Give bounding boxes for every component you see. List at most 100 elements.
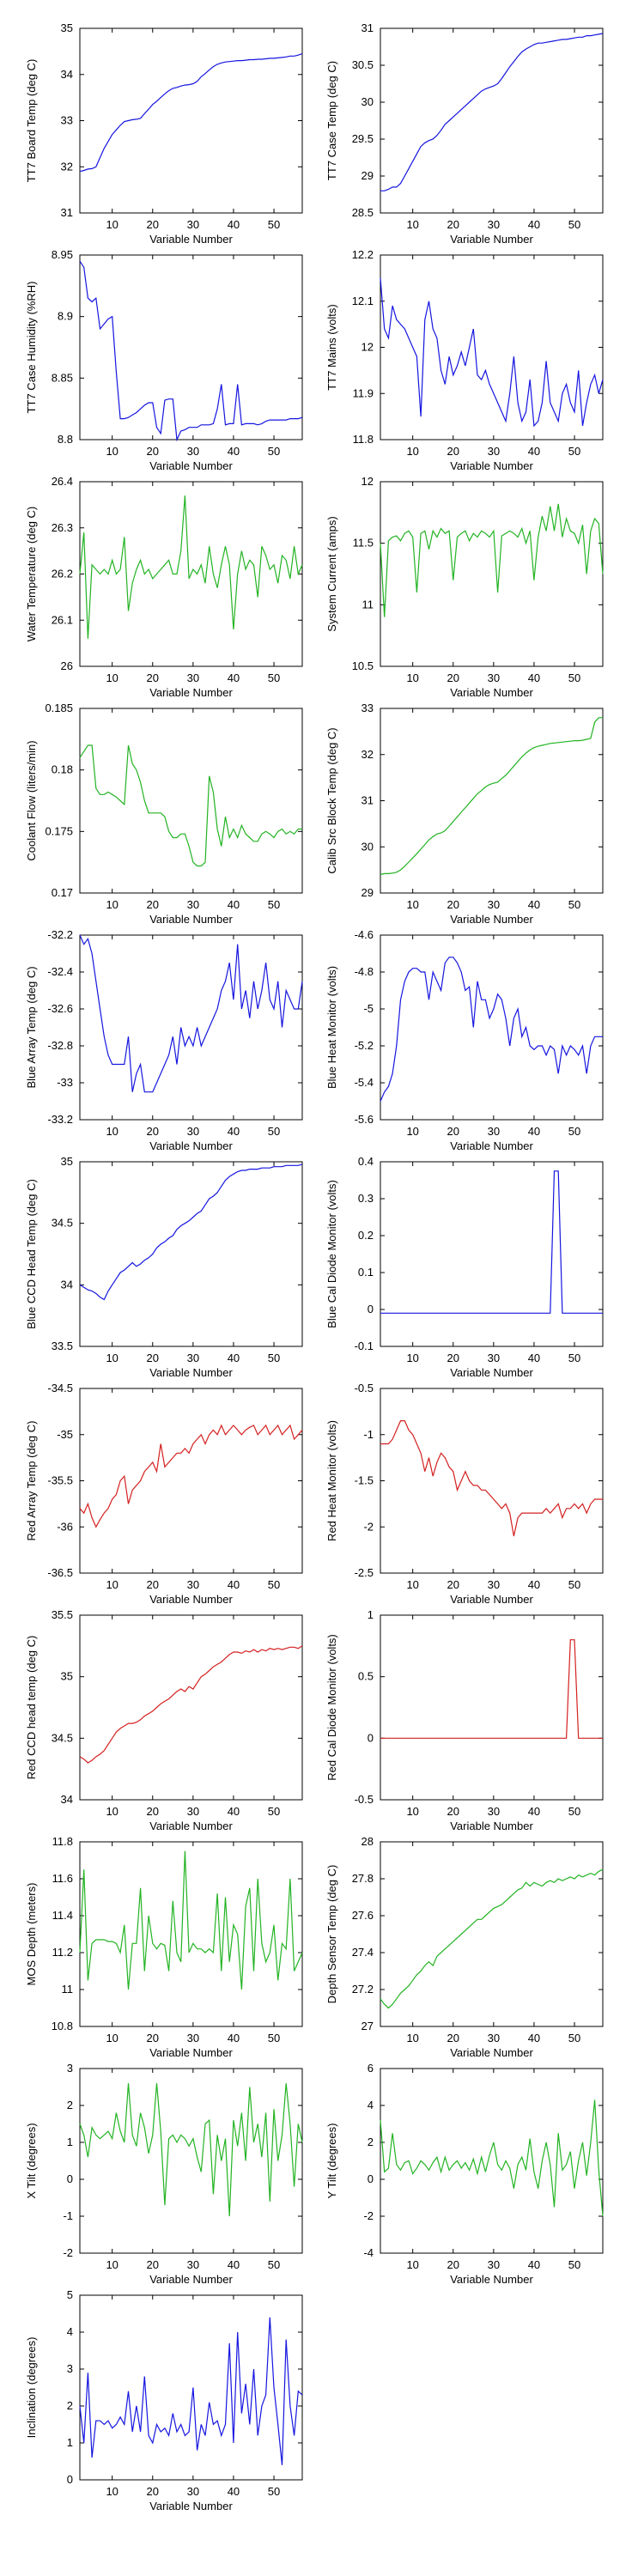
x-tick-label: 40 [528, 1578, 540, 1591]
x-tick-label: 20 [447, 1352, 459, 1364]
x-tick-label: 20 [147, 1125, 159, 1138]
y-axis-title: TT7 Case Temp (deg C) [325, 61, 338, 180]
x-tick-label: 50 [568, 218, 580, 231]
y-tick-label: -5.6 [355, 1113, 374, 1126]
y-axis-title: Red Heat Monitor (volts) [325, 1420, 338, 1541]
y-tick-label: 11.4 [52, 1909, 73, 1922]
y-tick-label: 0.185 [45, 702, 73, 714]
y-tick-label: 0.17 [52, 886, 73, 899]
y-tick-label: 8.8 [58, 433, 73, 446]
x-tick-label: 30 [488, 1578, 500, 1591]
x-tick-label: 30 [488, 671, 500, 684]
y-tick-label: 32 [361, 748, 374, 761]
x-tick-label: 50 [268, 445, 280, 458]
y-tick-label: 34.5 [52, 1731, 73, 1744]
x-tick-label: 20 [147, 2032, 159, 2044]
plot-frame [79, 1841, 303, 2027]
series-line [79, 1424, 303, 1528]
x-tick-label: 20 [447, 218, 459, 231]
x-tick-label: 10 [406, 1352, 418, 1364]
x-tick-label: 30 [488, 898, 500, 911]
x-tick-label: 30 [187, 898, 199, 911]
y-tick-label: -33.2 [47, 1113, 73, 1126]
y-tick-label: 0.3 [358, 1192, 374, 1205]
x-tick-label: 50 [268, 1125, 280, 1138]
x-tick-label: 10 [406, 2258, 418, 2271]
y-tick-label: 28 [361, 1835, 374, 1848]
chart-panel-11: 10 20 30 40 50 33.5 34 34.5 35 Variable Number Blu… [25, 1155, 303, 1379]
x-tick-label: 10 [406, 898, 418, 911]
y-tick-label: 12 [361, 341, 374, 354]
series-line [380, 503, 604, 617]
x-tick-label: 20 [447, 671, 459, 684]
y-axis-title: TT7 Board Temp (deg C) [25, 59, 38, 183]
y-tick-label: 6 [368, 2062, 374, 2075]
y-tick-label: 27.2 [352, 1983, 374, 1996]
plot-frame [380, 1388, 604, 1574]
y-tick-label: -5.4 [355, 1076, 374, 1089]
y-tick-label: 11 [62, 1983, 74, 1996]
y-tick-label: -2.5 [355, 1566, 374, 1579]
x-axis-title: Variable Number [450, 2046, 533, 2059]
chart-panel-13: 10 20 30 40 50 -36.5 -36 -35.5 -35 -34.5 Variable … [25, 1382, 303, 1606]
x-tick-label: 40 [528, 898, 540, 911]
y-tick-label: 1 [368, 1608, 374, 1621]
chart-panel-10: 10 20 30 40 50 -5.6 -5.4 -5.2 -5 -4.8 -4.6 Variable… [325, 928, 604, 1152]
x-tick-label: 30 [187, 1352, 199, 1364]
y-tick-label: 0.4 [358, 1155, 374, 1168]
x-tick-label: 10 [406, 1805, 418, 1818]
x-axis-title: Variable Number [450, 913, 533, 926]
chart-panel-21: 10 20 30 40 50 0 1 2 3 4 5 Variable Number Inclinati… [25, 2288, 303, 2512]
y-tick-label: 26 [61, 659, 73, 672]
y-tick-label: 8.95 [52, 248, 73, 261]
y-tick-label: -32.2 [47, 928, 73, 941]
x-tick-label: 10 [106, 898, 118, 911]
x-tick-label: 40 [228, 1578, 240, 1591]
x-tick-label: 50 [268, 1352, 280, 1364]
y-tick-label: 26.4 [52, 475, 73, 488]
x-axis-title: Variable Number [149, 1820, 233, 1832]
y-tick-label: -32.4 [47, 965, 73, 978]
x-tick-label: 10 [106, 2032, 118, 2044]
y-tick-label: 35 [61, 1155, 73, 1168]
y-tick-label: 11.6 [52, 1872, 73, 1885]
x-tick-label: 20 [147, 1805, 159, 1818]
x-axis-title: Variable Number [450, 686, 533, 699]
y-tick-label: 27.4 [352, 1946, 374, 1959]
y-tick-label: 35.5 [52, 1608, 73, 1621]
x-tick-label: 40 [528, 1125, 540, 1138]
y-tick-label: 34.5 [52, 1217, 73, 1230]
x-axis-title: Variable Number [450, 233, 533, 246]
series-line [380, 2099, 604, 2217]
y-axis-title: Coolant Flow (liters/min) [25, 740, 38, 860]
y-tick-label: 3 [67, 2362, 73, 2375]
y-tick-label: 0 [368, 1731, 374, 1744]
x-tick-label: 30 [187, 1578, 199, 1591]
plot-frame [380, 1614, 604, 1801]
x-tick-label: 50 [568, 2258, 580, 2271]
y-tick-label: -1 [63, 2209, 73, 2222]
x-tick-label: 40 [528, 671, 540, 684]
y-axis-title: Blue Array Temp (deg C) [25, 966, 38, 1088]
chart-panel-6: 10 20 30 40 50 10.5 11 11.5 12 Variable Number Sys… [325, 475, 604, 699]
x-tick-label: 40 [228, 445, 240, 458]
y-tick-label: 29 [361, 169, 374, 182]
x-tick-label: 50 [268, 2258, 280, 2271]
x-tick-label: 30 [488, 2258, 500, 2271]
x-tick-label: 20 [147, 2485, 159, 2498]
plot-frame [380, 27, 604, 214]
plot-frame [79, 27, 303, 214]
y-tick-label: 12 [361, 475, 374, 488]
x-tick-label: 30 [187, 671, 199, 684]
y-tick-label: 26.2 [52, 568, 73, 580]
y-tick-label: 8.9 [58, 310, 73, 323]
y-tick-label: -5 [363, 1002, 374, 1015]
chart-panel-15: 10 20 30 40 50 34 34.5 35 35.5 Variable Number Red… [25, 1608, 303, 1832]
chart-panel-2: 10 20 30 40 50 28.5 29 29.5 30 30.5 31 Variable Num… [325, 21, 604, 246]
y-tick-label: 11.9 [353, 386, 374, 399]
x-tick-label: 20 [447, 2032, 459, 2044]
x-tick-label: 10 [106, 218, 118, 231]
series-line [79, 260, 303, 442]
plot-frame [380, 934, 604, 1121]
y-tick-label: 5 [67, 2288, 73, 2301]
